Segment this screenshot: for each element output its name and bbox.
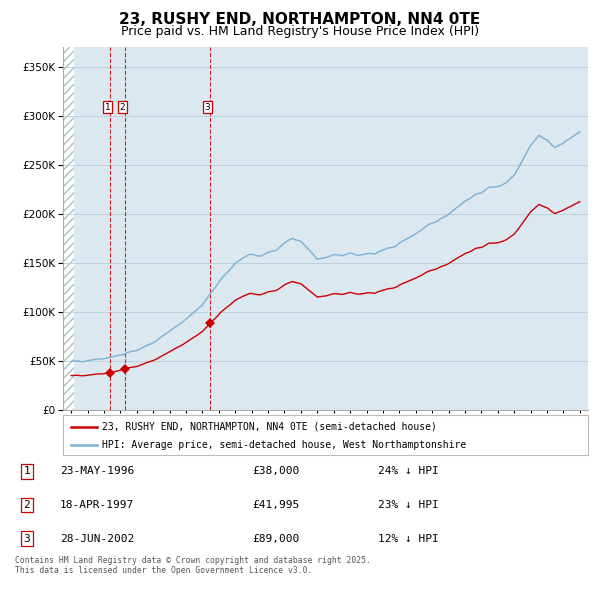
Text: 3: 3: [205, 103, 211, 112]
Text: 1: 1: [23, 467, 31, 476]
Text: 3: 3: [23, 534, 31, 543]
Text: £41,995: £41,995: [252, 500, 299, 510]
Text: 12% ↓ HPI: 12% ↓ HPI: [378, 534, 439, 543]
Text: 23, RUSHY END, NORTHAMPTON, NN4 0TE: 23, RUSHY END, NORTHAMPTON, NN4 0TE: [119, 12, 481, 27]
Text: Contains HM Land Registry data © Crown copyright and database right 2025.
This d: Contains HM Land Registry data © Crown c…: [15, 556, 371, 575]
Text: 23-MAY-1996: 23-MAY-1996: [60, 467, 134, 476]
Text: 28-JUN-2002: 28-JUN-2002: [60, 534, 134, 543]
Text: 18-APR-1997: 18-APR-1997: [60, 500, 134, 510]
Text: £38,000: £38,000: [252, 467, 299, 476]
Text: 2: 2: [23, 500, 31, 510]
Text: 24% ↓ HPI: 24% ↓ HPI: [378, 467, 439, 476]
Text: Price paid vs. HM Land Registry's House Price Index (HPI): Price paid vs. HM Land Registry's House …: [121, 25, 479, 38]
Text: £89,000: £89,000: [252, 534, 299, 543]
Text: 1: 1: [104, 103, 110, 112]
Text: 23% ↓ HPI: 23% ↓ HPI: [378, 500, 439, 510]
Text: 23, RUSHY END, NORTHAMPTON, NN4 0TE (semi-detached house): 23, RUSHY END, NORTHAMPTON, NN4 0TE (sem…: [103, 422, 437, 432]
Text: 2: 2: [119, 103, 125, 112]
Text: HPI: Average price, semi-detached house, West Northamptonshire: HPI: Average price, semi-detached house,…: [103, 441, 467, 450]
Bar: [63, 47, 74, 410]
